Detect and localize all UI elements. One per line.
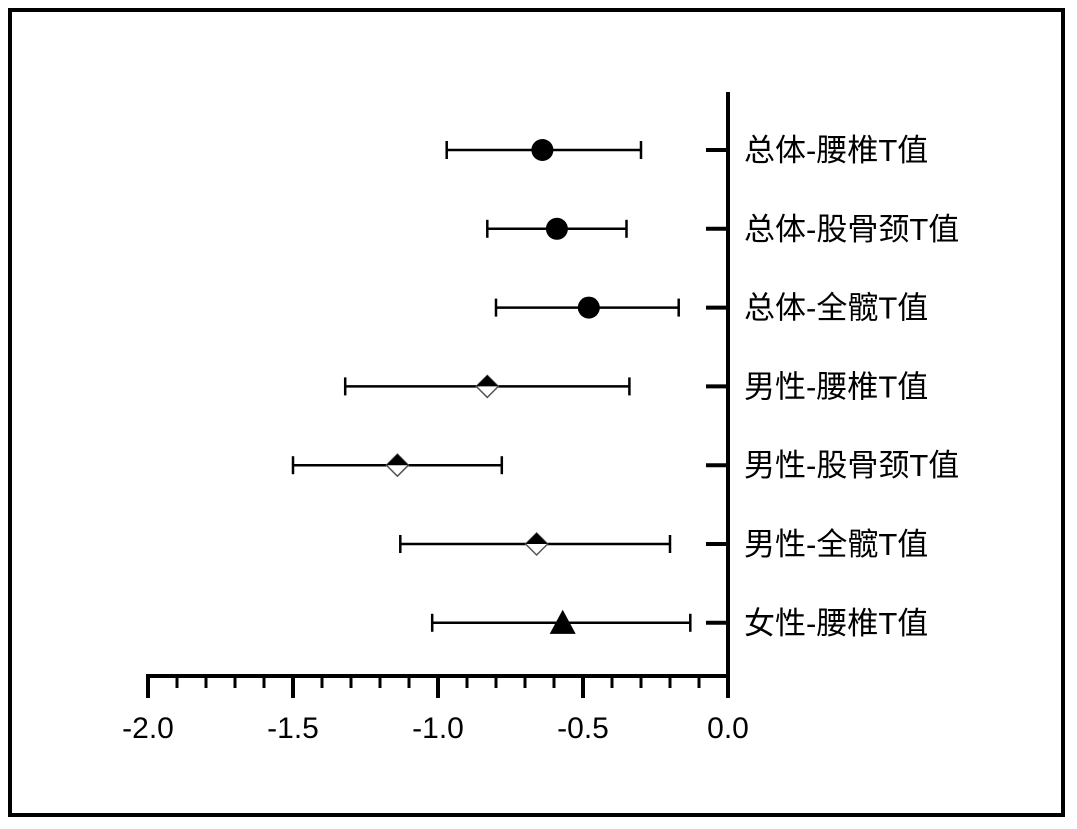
category-label: 总体-腰椎T值	[744, 133, 928, 168]
category-label: 男性-腰椎T值	[744, 369, 928, 404]
category-label: 总体-全髋T值	[744, 291, 928, 326]
point-marker-diamond-fill	[386, 454, 409, 466]
x-tick-label: -1.5	[267, 712, 319, 745]
x-tick-label: -1.0	[412, 712, 464, 745]
point-marker-triangle	[549, 609, 576, 634]
point-marker-diamond-fill	[476, 375, 499, 387]
x-tick-label: -2.0	[122, 712, 174, 745]
point-marker-circle	[531, 139, 554, 161]
x-tick-label: -0.5	[557, 712, 609, 745]
category-label: 男性-全髋T值	[744, 527, 928, 562]
category-label: 女性-腰椎T值	[744, 606, 928, 641]
category-label: 男性-股骨颈T值	[744, 448, 959, 483]
point-marker-circle	[577, 296, 600, 319]
category-label: 总体-股骨颈T值	[744, 212, 959, 247]
x-tick-label: 0.0	[707, 712, 749, 745]
point-marker-circle	[545, 217, 568, 240]
point-marker-diamond-fill	[525, 533, 548, 544]
